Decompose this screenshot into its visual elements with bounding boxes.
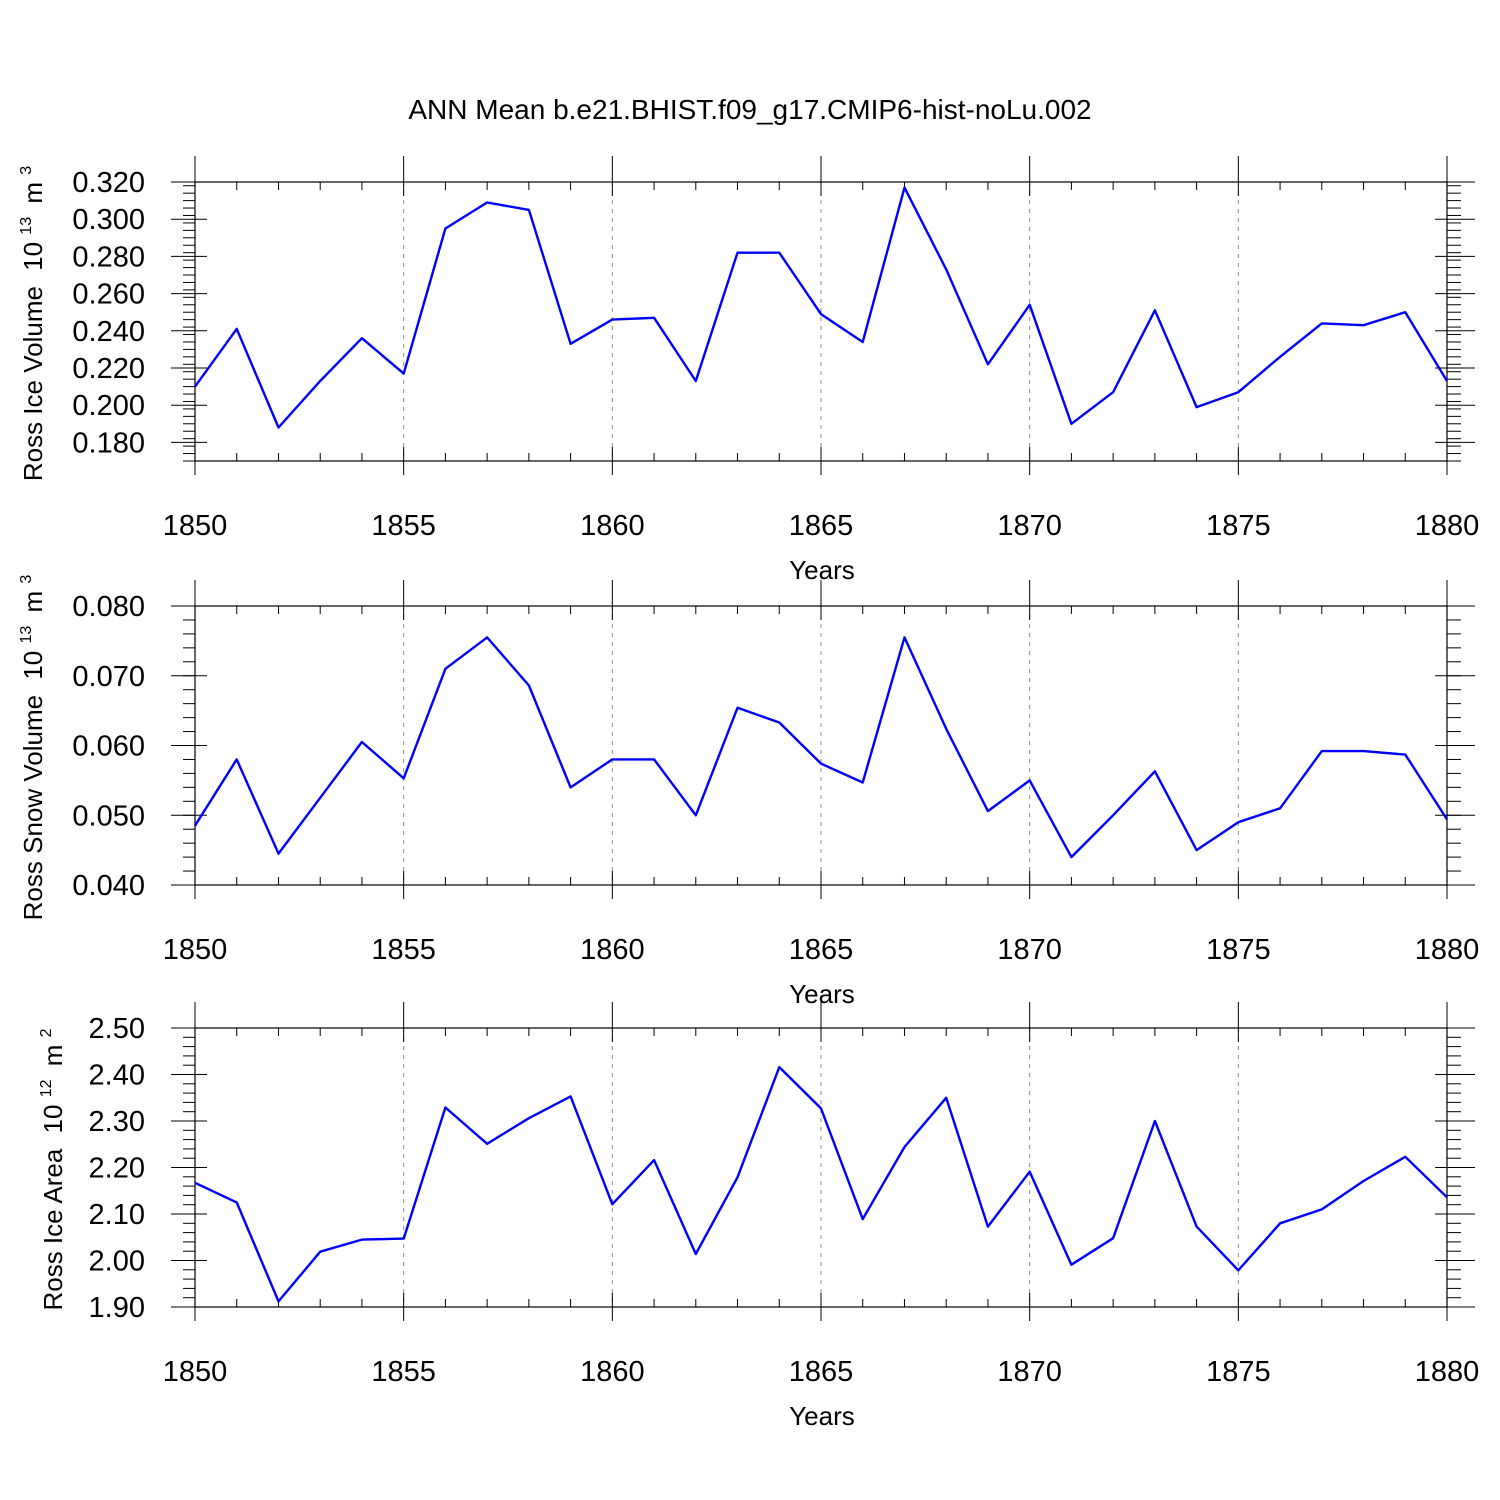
y-axis-label-text: Ross Snow Volume — [18, 695, 48, 920]
y-tick-label: 0.280 — [72, 241, 145, 273]
y-axis-unit-power: 3 — [18, 166, 35, 175]
x-tick-label: 1860 — [580, 1356, 645, 1388]
x-tick-label: 1860 — [580, 510, 645, 542]
x-tick-label: 1860 — [580, 934, 645, 966]
y-axis-unit-base: 10 — [18, 651, 48, 680]
y-tick-label: 2.40 — [89, 1060, 145, 1092]
series-line-ross-ice-volume — [194, 186, 1449, 429]
x-tick-label: 1855 — [371, 934, 436, 966]
x-tick-label: 1865 — [789, 1356, 854, 1388]
plot-frame — [194, 181, 1448, 462]
y-axis-label-text: Ross Ice Volume — [18, 286, 48, 481]
x-axis-label: Years — [789, 979, 855, 1009]
x-tick-label: 1870 — [997, 934, 1062, 966]
y-axis-unit: m — [18, 182, 48, 204]
x-tick-label: 1875 — [1206, 510, 1271, 542]
x-tick-label: 1880 — [1415, 510, 1480, 542]
y-axis-label: Ross Ice Area 10 12 m 2 — [27, 1028, 68, 1310]
vertical-gridlines — [403, 182, 1239, 461]
y-tick-label: 0.040 — [72, 870, 145, 902]
panel-ross-ice-volume: 0.320 0.300 0.280 0.260 0.240 0.220 0.200 0.180… — [7, 156, 1480, 585]
y-axis-unit: m — [18, 591, 48, 613]
x-tick-label: 1880 — [1415, 934, 1480, 966]
y-axis-unit-exponent: 12 — [38, 1079, 55, 1097]
y-tick-label: 2.50 — [89, 1013, 145, 1045]
y-tick-label: 0.060 — [72, 731, 145, 763]
x-axis-label: Years — [789, 555, 855, 585]
y-tick-labels: 0.320 0.300 0.280 0.260 0.240 0.220 0.200 0.180 — [72, 167, 145, 459]
y-axis-unit-exponent: 13 — [18, 217, 35, 235]
y-tick-label: 0.220 — [72, 353, 145, 385]
x-tick-label: 1865 — [789, 934, 854, 966]
x-axis-label: Years — [789, 1401, 855, 1431]
y-axis-label: Ross Ice Volume 10 13 m 3 — [7, 166, 48, 481]
x-tick-labels: 1850 1855 1860 1865 1870 1875 1880 — [163, 510, 1480, 542]
x-tick-label: 1870 — [997, 1356, 1062, 1388]
axis-ticks — [171, 1002, 1475, 1321]
x-tick-label: 1865 — [789, 510, 854, 542]
x-tick-label: 1855 — [371, 1356, 436, 1388]
y-axis-unit-power: 3 — [18, 575, 35, 584]
y-axis-label-text: Ross Ice Area — [38, 1148, 68, 1310]
y-tick-label: 0.070 — [72, 661, 145, 693]
x-tick-label: 1855 — [371, 510, 436, 542]
y-tick-labels: 0.080 0.070 0.060 0.050 0.040 — [72, 591, 145, 902]
y-axis-unit-exponent: 13 — [18, 626, 35, 644]
y-tick-label: 0.300 — [72, 204, 145, 236]
panel-ross-ice-area: 2.50 2.40 2.30 2.20 2.10 2.00 1.90 1850 1855 186… — [27, 1002, 1480, 1431]
y-axis-unit-base: 10 — [38, 1105, 68, 1134]
x-tick-label: 1875 — [1206, 934, 1271, 966]
y-tick-label: 0.240 — [72, 316, 145, 348]
x-tick-label: 1870 — [997, 510, 1062, 542]
y-axis-label: Ross Snow Volume 10 13 m 3 — [7, 575, 48, 921]
x-tick-labels: 1850 1855 1860 1865 1870 1875 1880 — [163, 1356, 1480, 1388]
y-tick-label: 1.90 — [89, 1292, 145, 1324]
series-line-ross-ice-area — [194, 1065, 1448, 1303]
y-tick-label: 0.050 — [72, 800, 145, 832]
axis-ticks — [171, 580, 1475, 899]
y-tick-labels: 2.50 2.40 2.30 2.20 2.10 2.00 1.90 — [89, 1013, 145, 1324]
y-tick-label: 0.260 — [72, 279, 145, 311]
plot-frame — [194, 605, 1448, 886]
y-tick-label: 0.320 — [72, 167, 145, 199]
y-tick-label: 0.080 — [72, 591, 145, 623]
y-axis-unit: m — [38, 1045, 68, 1067]
x-tick-label: 1880 — [1415, 1356, 1480, 1388]
y-tick-label: 2.30 — [89, 1106, 145, 1138]
series-line-ross-snow-volume — [193, 636, 1449, 859]
y-axis-unit-power: 2 — [38, 1028, 55, 1037]
vertical-gridlines — [403, 1028, 1239, 1307]
x-tick-labels: 1850 1855 1860 1865 1870 1875 1880 — [163, 934, 1480, 966]
y-tick-label: 2.00 — [89, 1246, 145, 1278]
plot-frame — [194, 1027, 1448, 1308]
x-tick-label: 1850 — [163, 510, 228, 542]
y-tick-label: 2.20 — [89, 1153, 145, 1185]
chart-title: ANN Mean b.e21.BHIST.f09_g17.CMIP6-hist-… — [408, 94, 1091, 125]
x-tick-label: 1850 — [163, 934, 228, 966]
vertical-gridlines — [403, 606, 1239, 885]
y-tick-label: 0.180 — [72, 427, 145, 459]
y-tick-label: 2.10 — [89, 1199, 145, 1231]
y-tick-label: 0.200 — [72, 390, 145, 422]
x-tick-label: 1850 — [163, 1356, 228, 1388]
axis-ticks — [171, 156, 1475, 475]
y-axis-unit-base: 10 — [18, 242, 48, 271]
x-tick-label: 1875 — [1206, 1356, 1271, 1388]
